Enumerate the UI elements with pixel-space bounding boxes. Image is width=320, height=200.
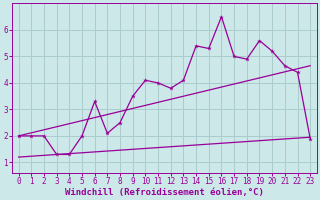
X-axis label: Windchill (Refroidissement éolien,°C): Windchill (Refroidissement éolien,°C) (65, 188, 264, 197)
